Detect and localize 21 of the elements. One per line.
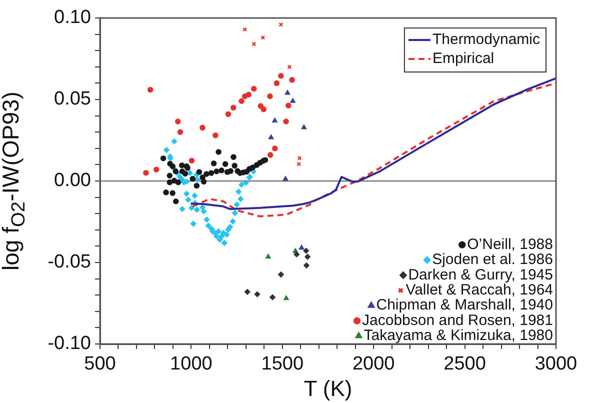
x-axis-title: T (K) — [304, 376, 352, 401]
x-tick-label: 2500 — [444, 354, 486, 375]
legend-label: Jacobbson and Rosen, 1981 — [362, 312, 553, 329]
legend-label: Empirical — [432, 50, 494, 68]
legend-label: Chipman & Marshall, 1940 — [376, 296, 553, 314]
y-tick-label: -0.10 — [48, 333, 91, 354]
legend-label: Vallet & Raccah, 1964 — [406, 282, 553, 299]
x-tick-label: 2000 — [352, 354, 395, 375]
y-tick-label: 0.00 — [54, 170, 91, 192]
legend-label: Takayama & Kimizuka, 1980 — [364, 327, 553, 344]
legend-label: Sjoden et al. 1986 — [432, 251, 553, 268]
y-tick-label: 0.05 — [54, 88, 91, 110]
x-tick-label: 500 — [84, 354, 116, 375]
y-tick-label: 0.10 — [54, 7, 91, 28]
legend-label: Darken & Gurry, 1945 — [408, 266, 553, 284]
x-tick-label: 3000 — [534, 354, 578, 375]
x-tick-label: 1500 — [261, 354, 304, 375]
x-tick-label: 1000 — [170, 354, 212, 375]
y-tick-label: -0.05 — [48, 252, 91, 273]
legend-label: O’Neill, 1988 — [467, 236, 553, 253]
legend-label: Thermodynamic — [432, 31, 540, 48]
